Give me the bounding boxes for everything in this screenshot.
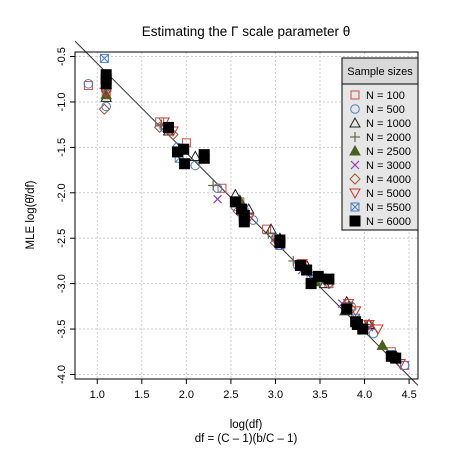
y-tick-label: -2.5 bbox=[56, 229, 68, 248]
legend-label-5: N = 3000 bbox=[366, 160, 411, 172]
legend-label-8: N = 5500 bbox=[366, 202, 411, 214]
legend-marker-3 bbox=[350, 132, 360, 142]
legend-items: N = 100 N = 500 N = 1000 N = 2000 N = 2500 N … bbox=[349, 90, 411, 228]
data-point bbox=[301, 264, 313, 276]
legend-label-9: N = 6000 bbox=[366, 216, 411, 228]
x-tick-label: 3.5 bbox=[312, 389, 327, 401]
data-point bbox=[263, 228, 274, 239]
y-tick-label: -2.0 bbox=[56, 183, 68, 202]
y-tick-label: -3.0 bbox=[56, 274, 68, 293]
x-axis: 1.0 1.5 2.0 2.5 3.0 3.5 4.0 4.5 bbox=[90, 379, 417, 401]
legend-label-6: N = 4000 bbox=[366, 174, 411, 186]
legend-label-0: N = 100 bbox=[366, 90, 405, 102]
x-axis-sublabel: df = (C – 1)(b/C – 1) bbox=[195, 433, 298, 445]
legend-marker-8 bbox=[350, 202, 360, 212]
data-point bbox=[99, 53, 109, 63]
data-point bbox=[83, 78, 94, 89]
data-point bbox=[189, 150, 202, 161]
x-tick-label: 4.0 bbox=[357, 389, 372, 401]
data-points bbox=[83, 53, 410, 371]
data-point bbox=[376, 339, 389, 350]
data-point bbox=[312, 270, 324, 282]
y-tick-label: -4.0 bbox=[56, 365, 68, 384]
legend-label-4: N = 2500 bbox=[366, 146, 411, 158]
y-tick-label: -1.5 bbox=[56, 138, 68, 157]
y-axis: -0.5 -1.0 -1.5 -2.0 -2.5 -3.0 -3.5 -4.0 bbox=[56, 47, 75, 384]
x-tick-label: 1.0 bbox=[90, 389, 105, 401]
data-point bbox=[217, 183, 227, 193]
data-point bbox=[167, 128, 179, 141]
data-point bbox=[100, 78, 112, 90]
legend-label-1: N = 500 bbox=[366, 104, 405, 116]
legend-label-2: N = 1000 bbox=[366, 118, 411, 130]
data-point bbox=[238, 216, 250, 228]
legend-marker-2 bbox=[349, 116, 361, 128]
legend-marker-1 bbox=[350, 104, 360, 114]
x-tick-label: 2.0 bbox=[179, 389, 194, 401]
x-tick-label: 3.0 bbox=[268, 389, 283, 401]
legend-title: Sample sizes bbox=[347, 66, 413, 78]
x-tick-label: 1.5 bbox=[134, 389, 149, 401]
x-axis-label: log(df) bbox=[230, 419, 263, 431]
data-point bbox=[323, 273, 335, 285]
legend-marker-5 bbox=[350, 160, 360, 170]
data-point bbox=[357, 323, 369, 335]
data-point bbox=[98, 103, 111, 115]
data-point bbox=[341, 303, 353, 315]
data-point bbox=[372, 324, 384, 336]
data-point bbox=[305, 278, 317, 290]
data-point bbox=[349, 306, 362, 317]
data-point bbox=[163, 121, 175, 133]
legend-label-7: N = 5000 bbox=[366, 188, 411, 200]
data-point bbox=[274, 237, 286, 249]
data-point bbox=[229, 196, 241, 208]
x-tick-label: 2.5 bbox=[223, 389, 238, 401]
data-point bbox=[190, 160, 201, 171]
data-point bbox=[179, 158, 191, 170]
chart-title: Estimating the Γ scale parameter θ bbox=[142, 24, 351, 39]
y-tick-label: -3.5 bbox=[56, 320, 68, 339]
y-tick-label: -1.0 bbox=[56, 92, 68, 111]
y-axis-label: MLE log(θ̂/df) bbox=[25, 180, 37, 249]
y-tick-label: -0.5 bbox=[56, 47, 68, 66]
legend-marker-9 bbox=[349, 215, 361, 227]
series-9 bbox=[100, 69, 402, 364]
legend-marker-0 bbox=[350, 90, 360, 100]
data-point bbox=[100, 85, 112, 97]
legend-body-bg bbox=[341, 83, 419, 231]
data-point bbox=[208, 180, 219, 191]
data-point bbox=[390, 352, 402, 364]
legend-marker-6 bbox=[349, 173, 361, 185]
legend-label-3: N = 2000 bbox=[366, 132, 411, 144]
data-point bbox=[198, 152, 210, 164]
legend: Sample sizes N = 100 N = 500 N = 1000 N = 2… bbox=[341, 57, 419, 231]
x-tick-label: 4.5 bbox=[401, 389, 416, 401]
legend-marker-7 bbox=[349, 188, 361, 200]
data-point bbox=[213, 194, 222, 204]
legend-marker-4 bbox=[349, 144, 361, 156]
data-point bbox=[178, 143, 190, 155]
legend-title-bg bbox=[341, 57, 419, 85]
